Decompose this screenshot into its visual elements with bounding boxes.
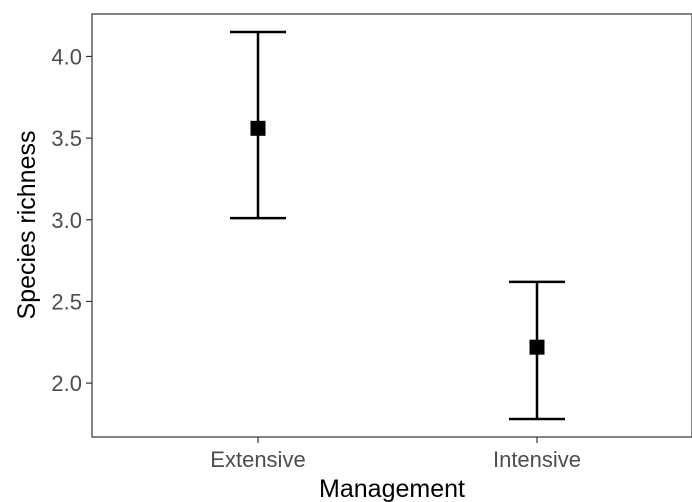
x-axis-title: Management [319,475,465,502]
y-tick-label: 4.0 [51,44,82,69]
y-tick-label: 2.0 [51,371,82,396]
y-axis-title: Species richness [13,131,41,320]
y-axis-ticks: 2.0 2.5 3.0 3.5 4.0 [51,44,92,396]
mean-point-marker [250,120,266,136]
x-tick-label: Extensive [210,447,305,472]
x-tick-label: Intensive [493,447,581,472]
y-tick-label: 2.5 [51,289,82,314]
y-tick-label: 3.5 [51,126,82,151]
mean-point-marker [529,339,545,355]
x-axis-ticks: Extensive Intensive [210,437,581,472]
y-tick-label: 3.0 [51,208,82,233]
data-marks [230,30,565,421]
plot-panel [91,13,692,438]
